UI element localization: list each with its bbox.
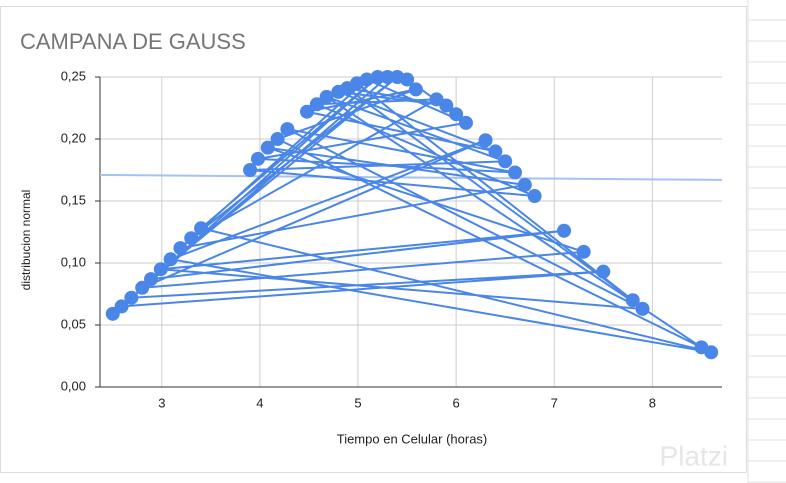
y-tick-label: 0,00 (61, 378, 86, 393)
point (527, 189, 542, 204)
point (194, 221, 209, 236)
point (350, 76, 365, 91)
point (596, 264, 611, 279)
point (488, 144, 503, 159)
x-tick-label: 8 (649, 395, 656, 410)
point (576, 244, 591, 259)
point (557, 223, 572, 238)
y-tick-label: 0,25 (61, 68, 86, 83)
point (517, 177, 532, 192)
point (507, 165, 522, 180)
point (458, 115, 473, 130)
sheet-grid (747, 0, 786, 483)
point (319, 89, 334, 104)
point (184, 231, 199, 246)
x-axis-label: Tiempo en Celular (horas) (337, 431, 488, 446)
point (135, 280, 150, 295)
x-tick-label: 5 (354, 395, 361, 410)
point (153, 262, 168, 277)
point (250, 151, 265, 166)
point (694, 340, 709, 355)
point (280, 122, 295, 137)
point (144, 272, 159, 287)
y-tick-label: 0,15 (61, 192, 86, 207)
point (408, 82, 423, 97)
watermark: Platzi (660, 440, 728, 471)
chart-card (0, 6, 747, 473)
point (300, 104, 315, 119)
point (163, 252, 178, 267)
series-line (112, 76, 712, 354)
x-tick-label: 7 (551, 395, 558, 410)
point (114, 299, 129, 314)
trendline (99, 173, 723, 181)
point (380, 70, 395, 84)
point (270, 132, 285, 146)
y-tick-label: 0,10 (61, 254, 86, 269)
point (449, 107, 464, 122)
point (124, 290, 139, 305)
point (370, 70, 385, 84)
point (173, 241, 188, 256)
point (243, 163, 258, 177)
x-tick-label: 3 (158, 395, 165, 410)
point (625, 293, 640, 308)
y-tick-label: 0,20 (61, 130, 86, 145)
x-tick-label: 6 (453, 395, 460, 410)
y-axis-label: distribucion normal (19, 190, 33, 291)
y-tick-label: 0,05 (61, 316, 86, 331)
point (400, 72, 415, 87)
point (260, 140, 275, 155)
point (498, 154, 513, 169)
point (439, 98, 454, 113)
point (635, 301, 650, 316)
chart-title: CAMPANA DE GAUSS (20, 29, 246, 54)
point (309, 97, 324, 112)
x-tick-label: 4 (256, 395, 263, 410)
point (478, 133, 493, 148)
